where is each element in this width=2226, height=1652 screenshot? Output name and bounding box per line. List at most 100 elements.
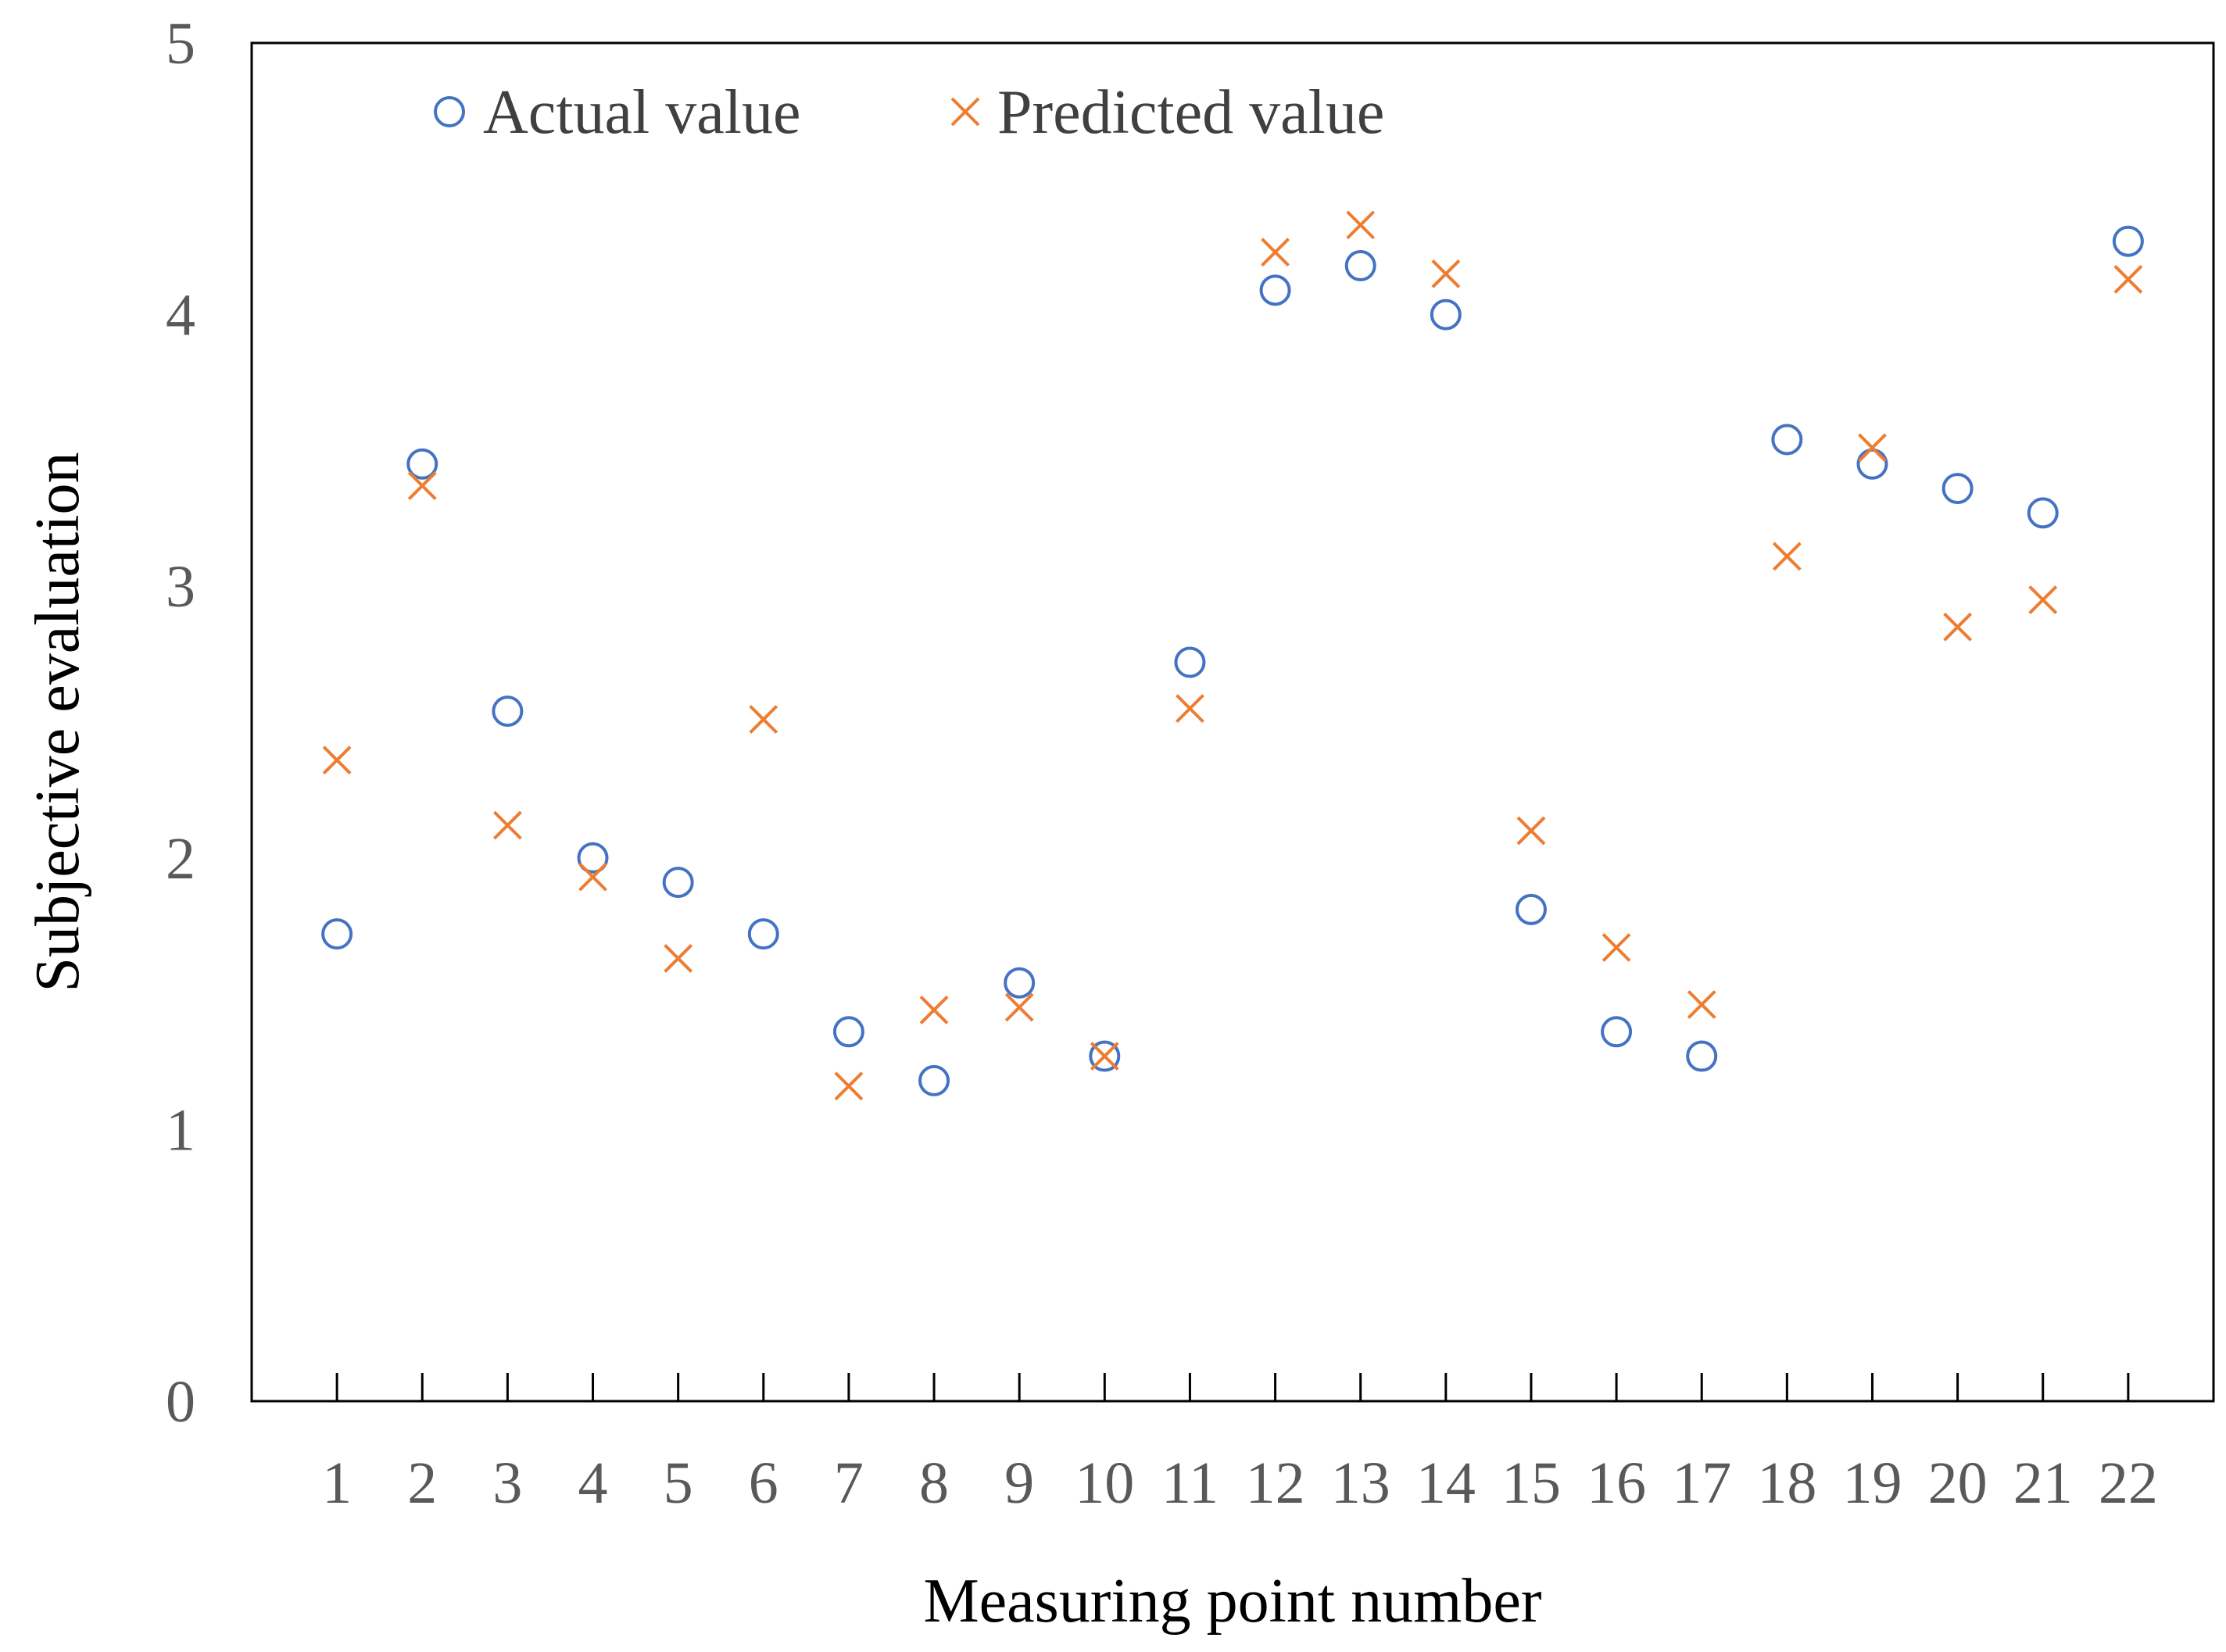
actual-point-10 [1089, 1040, 1121, 1072]
actual-point-4 [577, 842, 609, 874]
x-tick-label-9: 9 [1004, 1450, 1034, 1516]
actual-point-21 [2027, 497, 2059, 529]
y-axis-title: Subjective evaluation [23, 452, 92, 992]
predicted-point-7-stroke-b [834, 1071, 864, 1101]
predicted-point-9-stroke-b [1004, 992, 1034, 1022]
predicted-point-3 [492, 810, 522, 840]
x-tick-label-22: 22 [2099, 1450, 2158, 1516]
x-tick-label-20: 20 [1928, 1450, 1988, 1516]
x-tick-label-12: 12 [1246, 1450, 1305, 1516]
predicted-point-1-stroke-b [322, 746, 352, 775]
predicted-point-3-stroke-b [492, 810, 522, 840]
predicted-point-16-stroke-b [1602, 933, 1631, 962]
predicted-point-8 [919, 996, 949, 1024]
x-tick-label-3: 3 [492, 1450, 522, 1516]
actual-point-20 [1941, 473, 1974, 505]
y-axis-ticks: 0 1 2 3 4 5 [166, 11, 195, 1435]
x-tick-label-4: 4 [578, 1450, 608, 1516]
actual-point-3 [492, 695, 524, 728]
predicted-point-1 [322, 746, 352, 775]
actual-point-14 [1430, 299, 1462, 331]
predicted-point-5-stroke-b [664, 943, 693, 973]
predicted-point-22 [2113, 264, 2143, 294]
actual-point-5 [662, 867, 694, 899]
predicted-point-10 [1090, 1042, 1119, 1071]
x-tick-label-18: 18 [1757, 1450, 1816, 1516]
actual-point-17 [1686, 1040, 1718, 1072]
predicted-point-2 [407, 471, 437, 501]
legend-actual-label: Actual value [483, 78, 800, 147]
actual-point-7 [832, 1016, 864, 1048]
predicted-point-9 [1004, 992, 1034, 1022]
x-tick-label-14: 14 [1416, 1450, 1476, 1516]
plot-frame [250, 41, 2215, 1403]
y-tick-label-1: 1 [166, 1097, 195, 1163]
predicted-point-18-stroke-b [1772, 542, 1802, 571]
predicted-point-4-stroke-b [578, 862, 607, 892]
actual-point-11 [1174, 646, 1206, 678]
predicted-point-5 [664, 943, 693, 973]
predicted-point-14-stroke-b [1431, 259, 1461, 288]
predicted-point-17 [1687, 990, 1716, 1019]
x-tick-label-6: 6 [749, 1450, 778, 1516]
predicted-point-2-stroke-b [407, 471, 437, 501]
x-tick-label-8: 8 [919, 1450, 949, 1516]
x-tick-label-21: 21 [2013, 1450, 2073, 1516]
x-tick-label-7: 7 [834, 1450, 864, 1516]
actual-point-15 [1515, 893, 1547, 925]
predicted-point-6-stroke-b [749, 705, 778, 734]
x-tick-label-11: 11 [1161, 1450, 1219, 1516]
x-tick-label-2: 2 [407, 1450, 437, 1516]
actual-point-6 [747, 918, 779, 950]
actual-point-8 [918, 1064, 950, 1096]
y-tick-label-5: 5 [166, 11, 195, 77]
x-axis-title: Measuring point number [924, 1567, 1542, 1636]
x-tick-label-17: 17 [1672, 1450, 1731, 1516]
actual-point-1 [321, 918, 353, 950]
x-tick-label-15: 15 [1501, 1450, 1561, 1516]
predicted-point-7 [834, 1071, 864, 1101]
predicted-point-4 [578, 862, 607, 892]
predicted-point-14 [1431, 259, 1461, 288]
legend-predicted-marker-icon-b [950, 97, 980, 127]
predicted-point-21-stroke-b [2028, 585, 2058, 614]
actual-point-22 [2112, 225, 2144, 257]
predicted-point-20-stroke-b [1943, 612, 1973, 642]
x-tick-label-10: 10 [1075, 1450, 1134, 1516]
actual-point-12 [1259, 274, 1291, 306]
predicted-point-15 [1516, 816, 1546, 846]
predicted-point-12-stroke-b [1261, 238, 1290, 267]
x-axis-ticks: 1 2 3 4 5 6 7 8 9 10 11 12 13 14 15 16 17 18 19 20 21 22 [322, 1373, 2158, 1516]
data-marks [321, 210, 2144, 1101]
actual-point-9 [1004, 967, 1036, 999]
predicted-point-6 [749, 705, 778, 734]
predicted-point-19 [1858, 433, 1887, 463]
x-tick-label-16: 16 [1587, 1450, 1646, 1516]
predicted-point-16 [1602, 933, 1631, 962]
predicted-point-21 [2028, 585, 2058, 614]
actual-point-19 [1856, 448, 1888, 480]
predicted-point-11 [1176, 694, 1204, 724]
y-tick-label-2: 2 [166, 826, 195, 892]
predicted-point-11-stroke-b [1176, 694, 1204, 724]
predicted-point-8-stroke-b [919, 996, 949, 1024]
x-tick-label-19: 19 [1842, 1450, 1902, 1516]
predicted-point-22-stroke-b [2113, 264, 2143, 294]
actual-point-16 [1601, 1016, 1633, 1048]
predicted-point-13 [1346, 210, 1376, 240]
actual-point-2 [406, 448, 438, 480]
legend-predicted-label: Predicted value [997, 78, 1384, 147]
legend: Actual value Predicted value [434, 78, 1384, 147]
x-tick-label-13: 13 [1331, 1450, 1390, 1516]
x-tick-label-1: 1 [322, 1450, 352, 1516]
predicted-point-13-stroke-b [1346, 210, 1376, 240]
legend-actual-marker-icon [434, 96, 465, 127]
predicted-point-20 [1943, 612, 1973, 642]
predicted-point-19-stroke-b [1858, 433, 1887, 463]
predicted-point-12 [1261, 238, 1290, 267]
predicted-point-10-stroke-b [1090, 1042, 1119, 1071]
y-tick-label-3: 3 [166, 554, 195, 620]
predicted-point-17-stroke-b [1687, 990, 1716, 1019]
actual-point-18 [1771, 424, 1803, 456]
